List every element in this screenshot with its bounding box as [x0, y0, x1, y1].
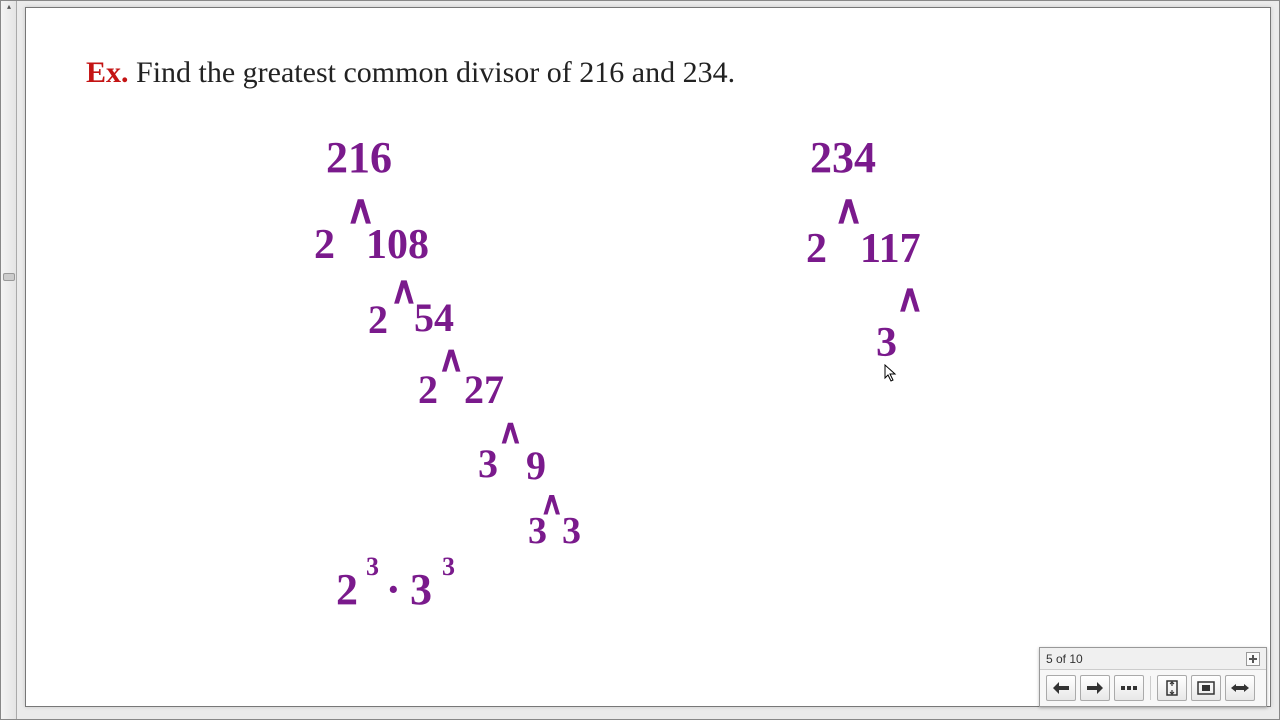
result-dot: · — [386, 568, 401, 612]
tree234-s1-right: 117 — [860, 228, 921, 270]
branch-caret: ∧ — [438, 338, 464, 380]
vertical-scrollbar[interactable]: ▴ — [1, 1, 17, 719]
tree216-s1-left: 2 — [314, 224, 335, 266]
tree216-s5-left: 3 — [528, 512, 547, 550]
fit-width-button[interactable] — [1191, 675, 1221, 701]
problem-statement: Ex. Find the greatest common divisor of … — [86, 56, 735, 90]
example-prefix: Ex. — [86, 56, 129, 89]
tree216-s2-right: 54 — [414, 298, 454, 338]
app-frame: ▴ Ex. Find the greatest common divisor o… — [0, 0, 1280, 720]
close-icon — [1249, 655, 1257, 663]
document-page: Ex. Find the greatest common divisor of … — [25, 7, 1271, 707]
arrow-left-icon — [1053, 682, 1069, 694]
tree216-s4-right: 9 — [526, 446, 546, 486]
tree216-s3-right: 27 — [464, 370, 504, 410]
result-exp1: 3 — [366, 554, 379, 580]
tree216-s2-left: 2 — [368, 300, 388, 340]
mouse-cursor-icon — [884, 364, 898, 382]
tree216-root: 216 — [326, 136, 392, 180]
tree216-s3-left: 2 — [418, 370, 438, 410]
full-width-icon — [1231, 683, 1249, 693]
tree216-s1-right: 108 — [366, 224, 429, 266]
fit-page-button[interactable] — [1157, 675, 1187, 701]
problem-text: Find the greatest common divisor of 216 … — [129, 56, 736, 89]
branch-caret: ∧ — [498, 412, 523, 452]
scroll-up-arrow[interactable]: ▴ — [1, 1, 17, 11]
branch-caret: ∧ — [834, 186, 863, 233]
page-navigation-panel[interactable]: 5 of 10 — [1039, 647, 1267, 707]
tree216-s4-left: 3 — [478, 444, 498, 484]
toolbar-separator — [1150, 676, 1151, 700]
fit-width-icon — [1197, 681, 1215, 695]
thumbnails-button[interactable] — [1114, 675, 1144, 701]
page-counter-label: 5 of 10 — [1046, 652, 1083, 666]
result-base1: 2 — [336, 568, 358, 612]
thumbnails-icon — [1121, 683, 1137, 693]
tree234-s1-left: 2 — [806, 228, 827, 270]
nav-panel-header: 5 of 10 — [1040, 648, 1266, 670]
next-page-button[interactable] — [1080, 675, 1110, 701]
result-exp2: 3 — [442, 554, 455, 580]
tree216-s5-right: 3 — [562, 512, 581, 550]
branch-caret: ∧ — [896, 276, 924, 321]
tree234-s2-left: 3 — [876, 322, 897, 364]
tree234-root: 234 — [810, 136, 876, 180]
result-base2: 3 — [410, 568, 432, 612]
fit-page-icon — [1165, 680, 1179, 696]
arrow-right-icon — [1087, 682, 1103, 694]
close-panel-button[interactable] — [1246, 652, 1260, 666]
nav-toolbar — [1040, 670, 1266, 706]
scroll-thumb[interactable] — [3, 273, 15, 281]
prev-page-button[interactable] — [1046, 675, 1076, 701]
full-width-button[interactable] — [1225, 675, 1255, 701]
